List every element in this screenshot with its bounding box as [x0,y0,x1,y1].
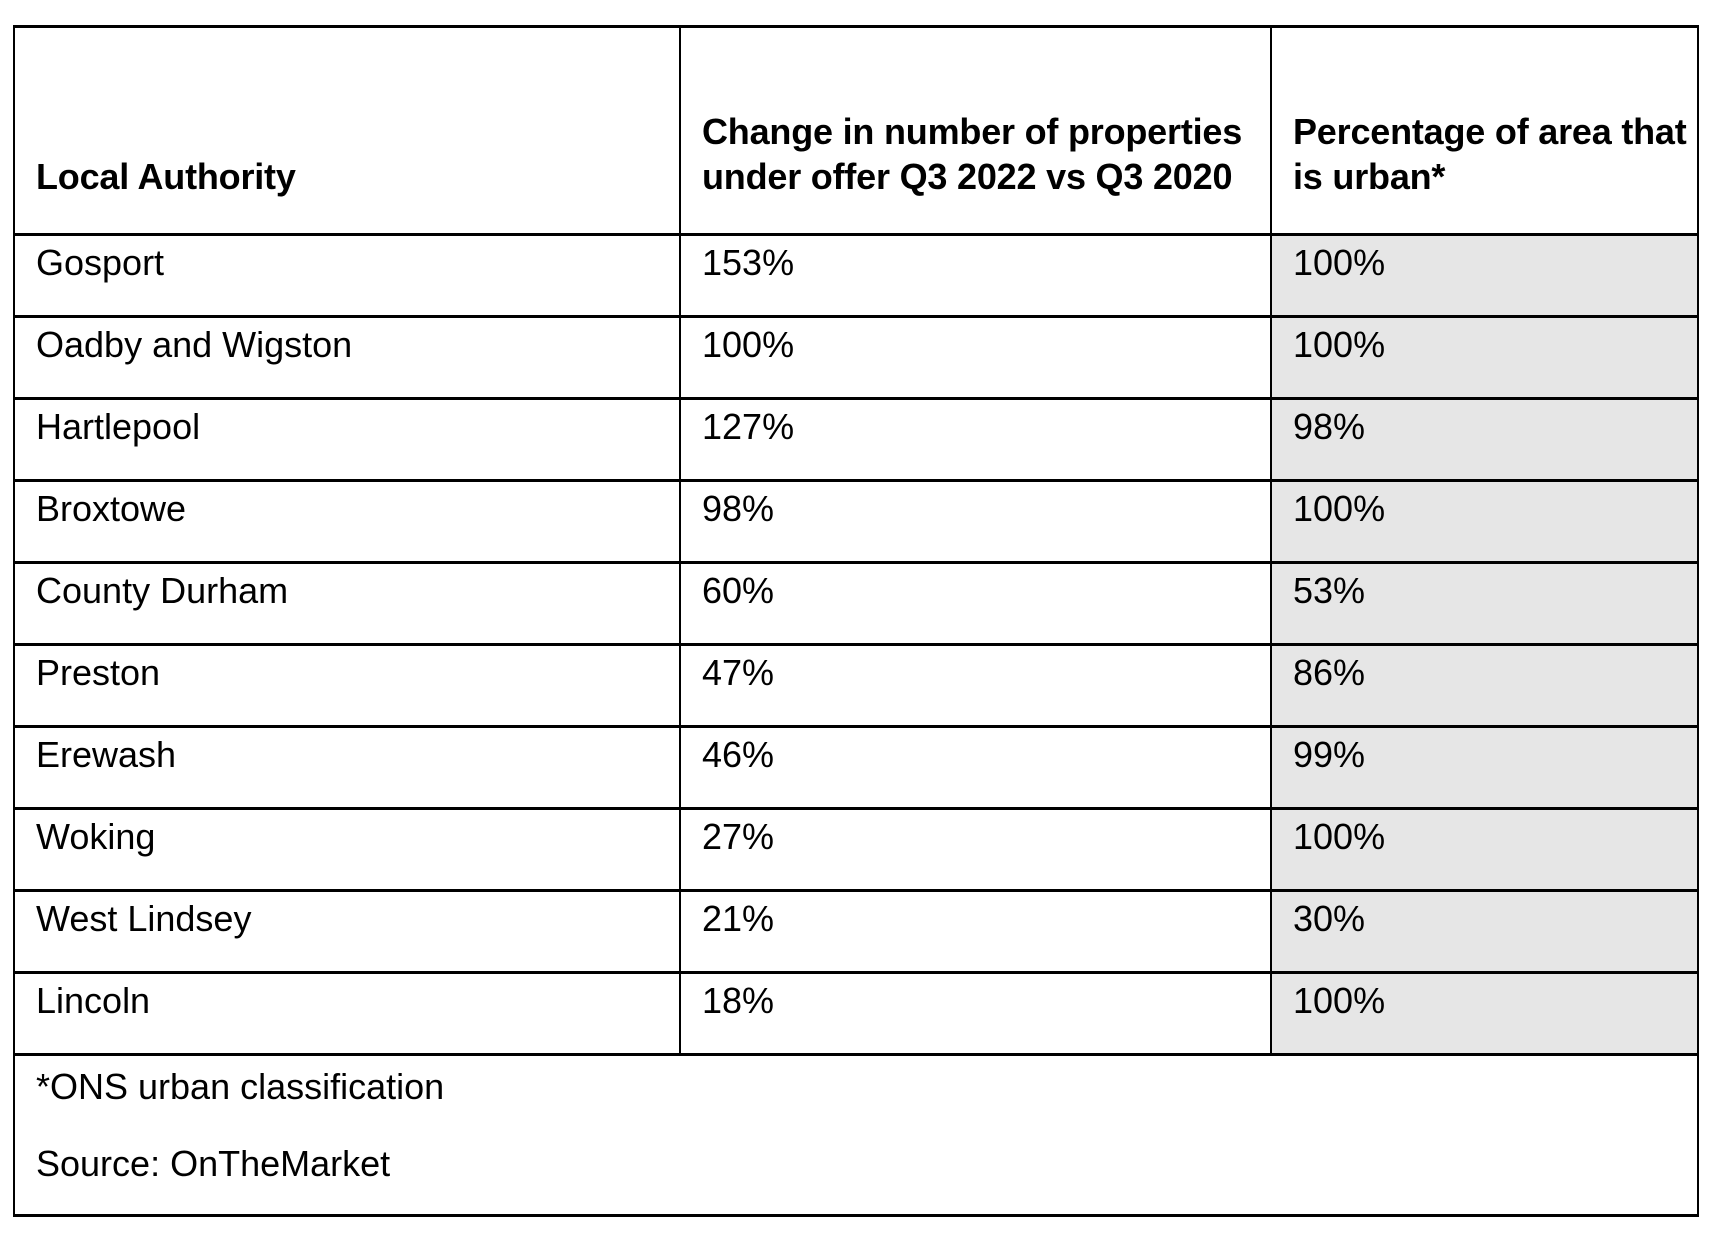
table-row: Gosport 153% 100% [13,233,1699,318]
cell-authority: Lincoln [13,971,681,1056]
cell-urban: 100% [1270,315,1699,400]
footnote: *ONS urban classification [36,1066,445,1107]
cell-urban: 98% [1270,397,1699,482]
column-header-label: Change in number of properties under off… [702,111,1243,197]
cell-change: 27% [679,807,1272,892]
column-header-local-authority: Local Authority [13,25,681,236]
cell-authority: Gosport [13,233,681,318]
table-row: Hartlepool 127% 98% [13,397,1699,482]
table-row: Woking 27% 100% [13,807,1699,892]
source-note: Source: OnTheMarket [36,1143,391,1184]
table-row: County Durham 60% 53% [13,561,1699,646]
table-footer-row: *ONS urban classification Source: OnTheM… [13,1053,1699,1217]
cell-urban: 100% [1270,807,1699,892]
table-footer-cell: *ONS urban classification Source: OnTheM… [13,1053,1699,1217]
column-header-percent-urban: Percentage of area that is urban* [1270,25,1699,236]
cell-urban: 99% [1270,725,1699,810]
cell-authority: Broxtowe [13,479,681,564]
table-row: Erewash 46% 99% [13,725,1699,810]
column-header-label: Local Authority [36,156,296,197]
table-header-row: Local Authority Change in number of prop… [13,25,1699,236]
cell-change: 18% [679,971,1272,1056]
cell-authority: County Durham [13,561,681,646]
properties-under-offer-table: Local Authority Change in number of prop… [13,25,1699,1217]
cell-change: 153% [679,233,1272,318]
cell-authority: Erewash [13,725,681,810]
cell-authority: Preston [13,643,681,728]
cell-authority: Woking [13,807,681,892]
table-row: Preston 47% 86% [13,643,1699,728]
cell-urban: 100% [1270,479,1699,564]
cell-urban: 86% [1270,643,1699,728]
cell-change: 21% [679,889,1272,974]
cell-change: 127% [679,397,1272,482]
cell-authority: Hartlepool [13,397,681,482]
table-row: West Lindsey 21% 30% [13,889,1699,974]
cell-urban: 100% [1270,233,1699,318]
table-row: Oadby and Wigston 100% 100% [13,315,1699,400]
cell-change: 47% [679,643,1272,728]
cell-change: 46% [679,725,1272,810]
table-row: Broxtowe 98% 100% [13,479,1699,564]
cell-urban: 30% [1270,889,1699,974]
cell-change: 60% [679,561,1272,646]
column-header-change-under-offer: Change in number of properties under off… [679,25,1272,236]
cell-urban: 53% [1270,561,1699,646]
cell-urban: 100% [1270,971,1699,1056]
cell-change: 98% [679,479,1272,564]
cell-authority: West Lindsey [13,889,681,974]
column-header-label: Percentage of area that is urban* [1293,111,1687,197]
table-row: Lincoln 18% 100% [13,971,1699,1056]
cell-authority: Oadby and Wigston [13,315,681,400]
cell-change: 100% [679,315,1272,400]
